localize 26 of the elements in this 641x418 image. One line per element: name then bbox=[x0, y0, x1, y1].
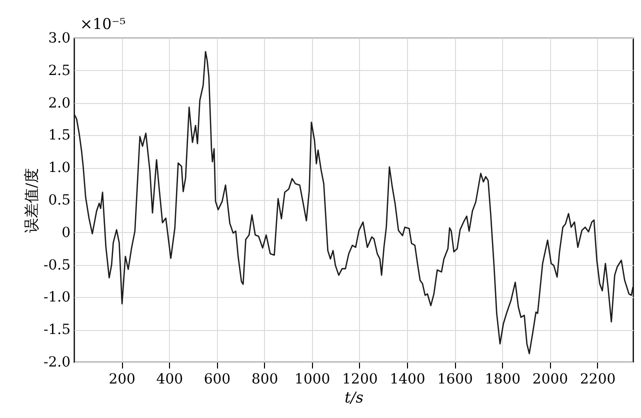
y-tick-label: 0 bbox=[62, 224, 70, 241]
y-tick-label: 2.0 bbox=[48, 95, 70, 112]
y-tick-label: -2.0 bbox=[44, 354, 70, 370]
y-tick-label: 3.0 bbox=[48, 30, 70, 46]
x-tick-label: 1600 bbox=[437, 372, 473, 388]
text: ×10⁻⁵ bbox=[80, 15, 126, 33]
x-tick-label: 1800 bbox=[484, 372, 520, 388]
x-tick-label: 2000 bbox=[532, 372, 568, 388]
x-tick-label: 600 bbox=[204, 372, 231, 388]
y-tick-label: 0.5 bbox=[48, 192, 70, 208]
y-tick-label: -1.5 bbox=[44, 322, 70, 338]
x-tick-label: 1200 bbox=[342, 372, 378, 388]
y-axis-title: 误差值/度 bbox=[22, 168, 41, 234]
y-tick-label: 1.0 bbox=[48, 160, 70, 176]
x-tick-label: 2200 bbox=[580, 372, 616, 388]
x-axis-title: t/s bbox=[344, 388, 364, 406]
y-tick-label: -1.0 bbox=[44, 290, 70, 306]
x-tick-label: 200 bbox=[108, 372, 136, 388]
y-tick-label: 1.5 bbox=[48, 128, 70, 144]
y-tick-label: 2.5 bbox=[48, 62, 70, 79]
x-tick-label: 400 bbox=[156, 372, 184, 388]
line-series bbox=[74, 50, 633, 354]
x-tick-label: 1400 bbox=[390, 372, 426, 388]
y-tick-label: -0.5 bbox=[44, 257, 70, 274]
x-tick-label: 800 bbox=[251, 372, 278, 388]
x-tick-label: 1000 bbox=[294, 372, 330, 388]
